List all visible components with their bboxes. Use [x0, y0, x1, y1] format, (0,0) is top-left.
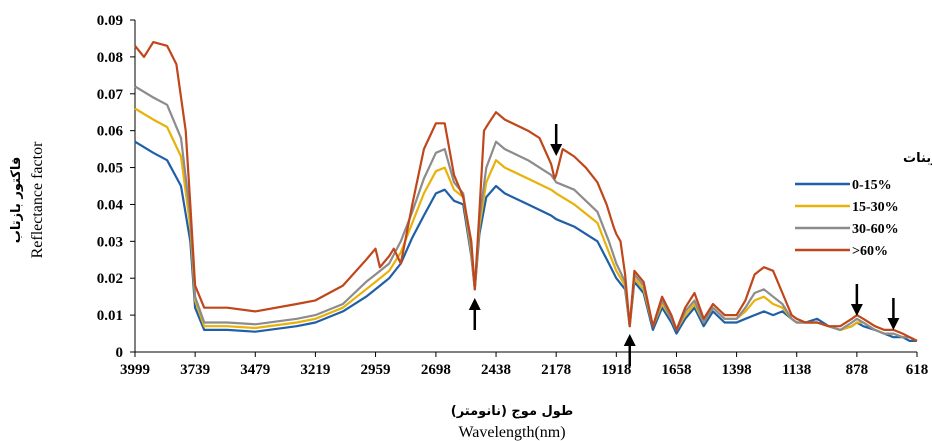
series-lines — [134, 41, 918, 342]
x-tick-label: 2438 — [481, 362, 511, 378]
annotation-arrow-down — [550, 124, 563, 156]
x-tick-label: 1918 — [601, 362, 631, 378]
x-axis-title: Wavelength(nm) — [458, 424, 565, 441]
annotation-arrows — [468, 124, 900, 366]
x-tick-label: 878 — [846, 362, 869, 378]
x-tick-label: 3739 — [180, 362, 210, 378]
legend-label: 15-30% — [852, 200, 899, 215]
y-tick-label: 0.03 — [97, 234, 123, 250]
x-tick-label: 3999 — [120, 362, 150, 378]
x-tick-label: 618 — [906, 362, 929, 378]
series-line-3 — [134, 85, 918, 342]
y-axis-title-persian: فاکتور بازتاب — [9, 157, 24, 244]
legend: میزان کربنات 0-15% 15-30% 30-60% >60% — [795, 151, 932, 259]
annotation-arrow-up — [468, 298, 481, 330]
x-tick-label: 1658 — [661, 362, 691, 378]
annotation-arrow-up — [623, 334, 636, 366]
x-tick-label: 1398 — [722, 362, 752, 378]
y-tick-label: 0.09 — [97, 13, 123, 29]
x-axis-ticks: 3999 3739 3479 3219 2959 2698 2438 2178 1918 1658… — [120, 352, 928, 378]
x-tick-label: 2698 — [421, 362, 451, 378]
series-line-1 — [134, 140, 917, 342]
x-tick-label: 1138 — [782, 362, 811, 378]
annotation-arrow-down — [850, 284, 863, 316]
legend-label: 0-15% — [852, 178, 892, 193]
y-tick-label: 0.01 — [97, 308, 123, 324]
x-tick-label: 2178 — [541, 362, 571, 378]
y-tick-label: 0.08 — [97, 50, 123, 66]
legend-title: میزان کربنات — [903, 151, 932, 166]
legend-items: 0-15% 15-30% 30-60% >60% — [795, 178, 899, 259]
y-tick-label: 0.05 — [97, 161, 123, 177]
y-axis-ticks: 0 0.01 0.02 0.03 0.04 0.05 0.06 0.07 0.08 0.09 — [97, 13, 135, 361]
y-tick-label: 0.06 — [97, 124, 124, 140]
legend-label: 30-60% — [852, 222, 899, 237]
annotation-arrow-down — [887, 298, 900, 330]
y-tick-label: 0.07 — [97, 87, 124, 103]
plot-area: 0 0.01 0.02 0.03 0.04 0.05 0.06 0.07 0.08 0.09 39… — [97, 13, 929, 378]
y-tick-label: 0.02 — [97, 271, 123, 287]
y-tick-label: 0.04 — [97, 197, 124, 213]
x-tick-label: 3219 — [300, 362, 330, 378]
series-line-2 — [134, 107, 918, 342]
series-line-4 — [134, 41, 918, 342]
x-tick-label: 3479 — [240, 362, 270, 378]
x-tick-label: 2959 — [361, 362, 391, 378]
y-axis-title: Reflectance factor — [29, 141, 46, 258]
x-axis-title-persian: طول موج (نانومتر) — [451, 404, 573, 419]
legend-label: >60% — [852, 244, 888, 259]
y-tick-label: 0 — [116, 345, 124, 361]
